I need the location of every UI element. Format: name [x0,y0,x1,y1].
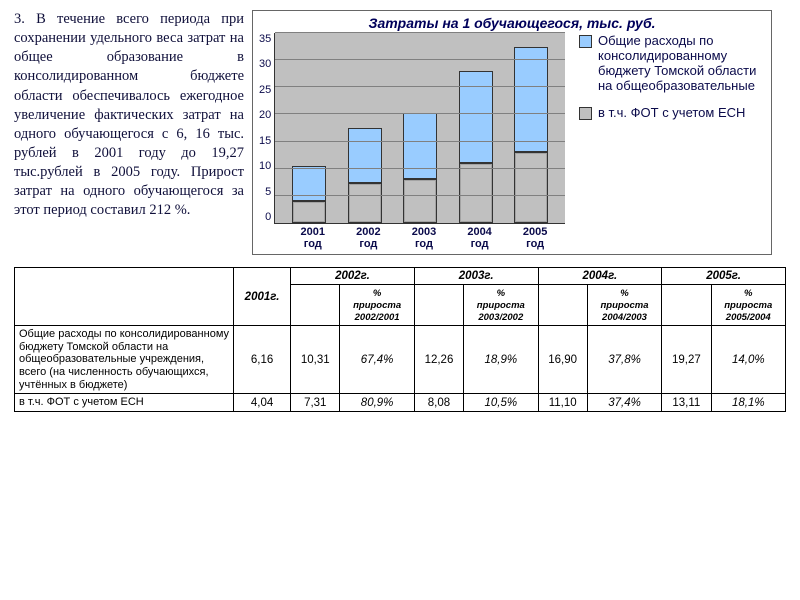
x-tick: 2001 год [292,226,334,250]
x-axis: 2001 год 2002 год 2003 год 2004 год 2005 год [279,224,569,250]
col-year: 2005г. [662,268,786,285]
cell: 6,16 [234,326,291,394]
cell-pct: 18,1% [711,394,785,412]
y-tick: 35 [259,33,271,45]
y-tick: 10 [259,160,271,172]
cell: 19,27 [662,326,711,394]
table-row: в т.ч. ФОТ с учетом ЕСН4,047,3180,9%8,08… [15,394,786,412]
cell-pct: 18,9% [464,326,538,394]
cell: 8,08 [414,394,463,412]
cell: 16,90 [538,326,587,394]
cell: 11,10 [538,394,587,412]
legend-item: Общие расходы по консолидированному бюдж… [579,33,765,93]
col-2001: 2001г. [234,268,291,326]
col-year: 2004г. [538,268,662,285]
bar [514,47,548,223]
y-tick: 15 [259,135,271,147]
cell: 10,31 [291,326,340,394]
y-tick: 0 [265,211,271,223]
y-axis: 0 5 10 15 20 25 30 35 [259,33,274,223]
cell: 12,26 [414,326,463,394]
cell-pct: 80,9% [340,394,414,412]
y-tick: 5 [265,186,271,198]
cell-pct: 67,4% [340,326,414,394]
cell: 13,11 [662,394,711,412]
cell-pct: 14,0% [711,326,785,394]
row-label: Общие расходы по консолидированному бюдж… [15,326,234,394]
x-tick: 2003 год [403,226,445,250]
data-table: 2001г.2002г.2003г.2004г.2005г. % прирост… [14,267,786,412]
cell: 4,04 [234,394,291,412]
col-pct: % прироста 2005/2004 [711,285,785,326]
cost-chart: Затраты на 1 обучающегося, тыс. руб. 0 5 1… [252,10,772,255]
col-pct: % прироста 2002/2001 [340,285,414,326]
cell-pct: 37,8% [587,326,661,394]
plot-area [274,33,565,224]
bar [348,128,382,223]
bar [459,71,493,223]
legend-item: в т.ч. ФОТ с учетом ЕСН [579,105,765,120]
chart-legend: Общие расходы по консолидированному бюдж… [569,33,765,250]
y-tick: 30 [259,58,271,70]
y-tick: 25 [259,84,271,96]
y-tick: 20 [259,109,271,121]
cell-pct: 10,5% [464,394,538,412]
cell-pct: 37,4% [587,394,661,412]
col-pct: % прироста 2004/2003 [587,285,661,326]
x-tick: 2004 год [459,226,501,250]
col-year: 2003г. [414,268,538,285]
col-pct: % прироста 2003/2002 [464,285,538,326]
table-row: Общие расходы по консолидированному бюдж… [15,326,786,394]
x-tick: 2005 год [514,226,556,250]
chart-title: Затраты на 1 обучающегося, тыс. руб. [259,15,765,31]
col-year: 2002г. [291,268,415,285]
cell: 7,31 [291,394,340,412]
row-label: в т.ч. ФОТ с учетом ЕСН [15,394,234,412]
x-tick: 2002 год [347,226,389,250]
body-paragraph: 3. В течение всего периода при сохранени… [14,10,244,255]
